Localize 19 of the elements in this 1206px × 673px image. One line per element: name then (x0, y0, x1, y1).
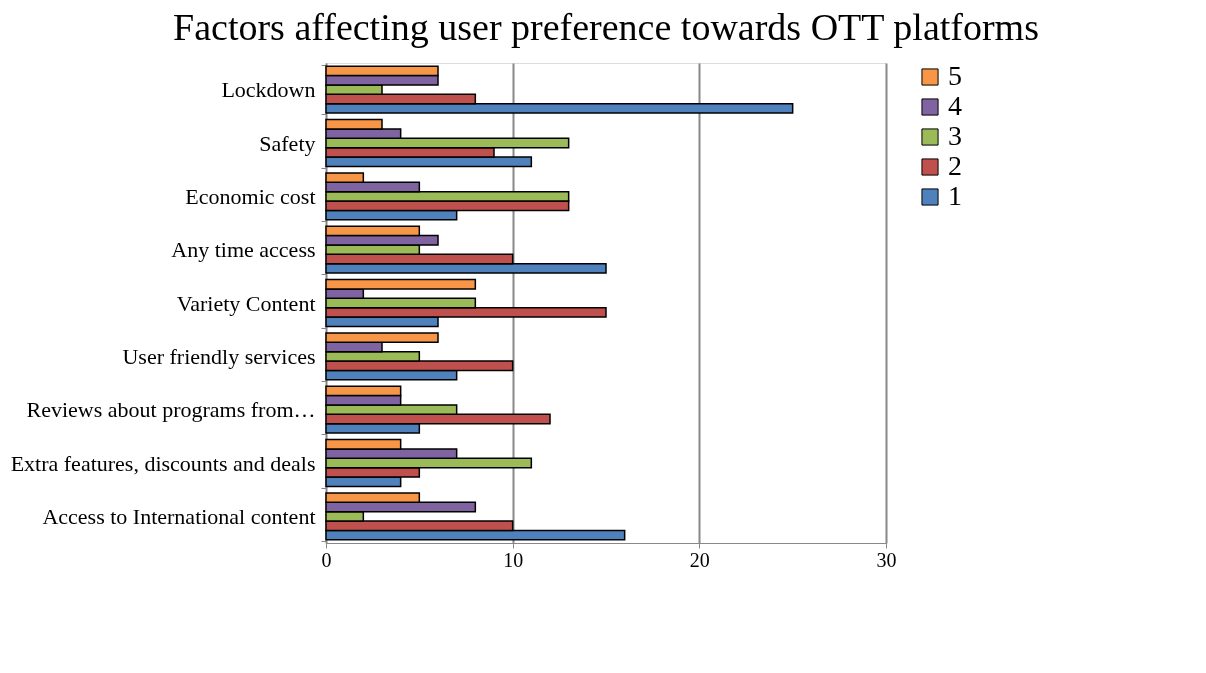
y-tick-label: Any time access (171, 237, 316, 263)
y-tick-label: Variety Content (176, 290, 316, 316)
legend-label: 4 (948, 90, 962, 121)
legend-label: 5 (948, 60, 962, 91)
y-tick-label: Lockdown (221, 77, 316, 103)
chart-title: Factors affecting user preference towards OTT platforms (173, 6, 1039, 48)
x-tick-label: 30 (876, 548, 897, 571)
y-tick-label: Extra features, discounts and deals (10, 450, 316, 476)
x-tick-label: 0 (321, 548, 332, 571)
y-tick-label: Safety (259, 130, 316, 156)
x-tick-label: 10 (503, 548, 524, 571)
x-tick-label: 20 (689, 548, 710, 571)
y-tick-label: Reviews about programs from… (26, 397, 316, 423)
legend-label: 3 (948, 120, 962, 151)
y-tick-label: User friendly services (122, 343, 316, 369)
legend-label: 2 (948, 150, 962, 181)
y-tick-label: Economic cost (185, 183, 316, 209)
legend-label: 1 (948, 180, 962, 211)
y-tick-label: Access to International content (42, 503, 316, 529)
